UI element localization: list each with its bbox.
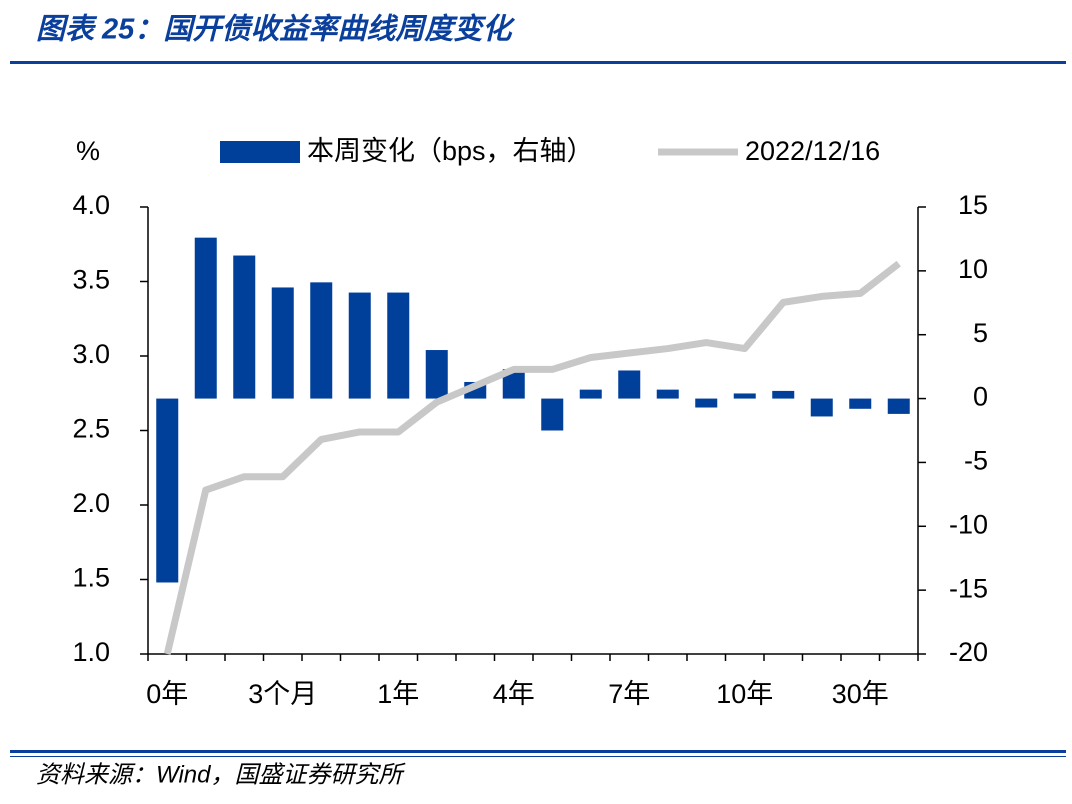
bar [579, 389, 602, 399]
x-tick-label: 4年 [493, 679, 535, 709]
bar [656, 389, 679, 399]
bar [194, 237, 217, 399]
y2-tick-label: 5 [973, 318, 988, 348]
bar [348, 292, 371, 399]
bar [156, 398, 179, 583]
bar [810, 398, 833, 417]
y-tick-label: 2.5 [72, 414, 110, 444]
y-tick-label: 3.5 [72, 265, 110, 295]
legend-label: 本周变化（bps，右轴） [307, 136, 594, 166]
bar [502, 369, 525, 399]
y-axis-label: % [76, 136, 100, 166]
y2-tick-label: 10 [958, 254, 988, 284]
bar [618, 370, 641, 399]
y-tick-label: 1.0 [72, 637, 110, 667]
x-tick-label: 1年 [377, 679, 419, 709]
y2-tick-label: -20 [949, 637, 988, 667]
bar [887, 398, 910, 414]
bar [849, 398, 872, 409]
bar [772, 390, 795, 399]
bar [733, 393, 756, 399]
y-tick-label: 4.0 [72, 190, 110, 220]
chart-title: 图表 25：国开债收益率曲线周度变化 [36, 13, 515, 46]
y2-tick-label: -10 [949, 509, 988, 539]
legend-label: 2022/12/16 [745, 136, 880, 166]
y2-tick-label: 0 [973, 382, 988, 412]
y2-tick-label: 15 [958, 190, 988, 220]
bar [387, 292, 410, 399]
bar [541, 398, 564, 431]
y2-tick-label: -5 [964, 446, 988, 476]
x-tick-label: 7年 [608, 679, 650, 709]
bar [425, 350, 448, 399]
x-tick-label: 10年 [716, 679, 773, 709]
legend-swatch [220, 141, 300, 163]
bar [695, 398, 718, 408]
footer-rule [10, 750, 1066, 753]
bar [271, 287, 294, 399]
x-tick-label: 3个月 [248, 679, 317, 709]
x-tick-label: 30年 [832, 679, 889, 709]
y-tick-label: 2.0 [72, 488, 110, 518]
y-tick-label: 1.5 [72, 563, 110, 593]
footer-rule-thin [10, 756, 1066, 757]
source: 资料来源：Wind，国盛证券研究所 [36, 761, 406, 788]
bar [310, 282, 333, 399]
title-rule [10, 61, 1066, 64]
bar [233, 255, 256, 399]
line [163, 260, 901, 655]
y2-tick-label: -15 [949, 573, 988, 603]
y-tick-label: 3.0 [72, 339, 110, 369]
x-tick-label: 0年 [146, 679, 188, 709]
